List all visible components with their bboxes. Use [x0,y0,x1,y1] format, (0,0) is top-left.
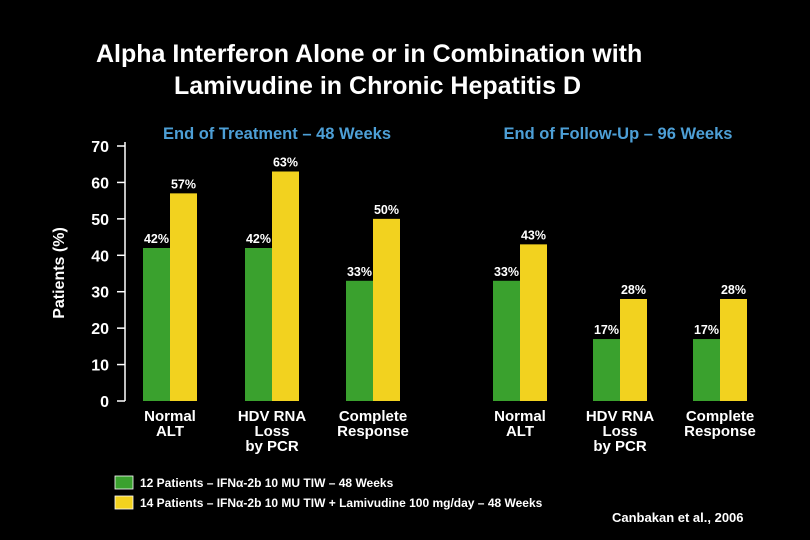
category-label: Complete [339,408,407,425]
y-tick-label: 20 [91,321,109,338]
title-line-1: Alpha Interferon Alone or in Combination… [96,40,643,68]
data-label: 33% [347,265,372,279]
legend-swatch [114,495,134,510]
bar-green [143,248,170,401]
source-citation: Canbakan et al., 2006 [612,510,744,525]
bar-yellow [520,244,547,401]
y-tick-label: 70 [91,139,109,156]
data-label: 28% [721,283,746,297]
data-label: 42% [144,232,169,246]
bar-yellow [373,218,400,401]
category-label: by PCR [593,438,647,455]
category-label: HDV RNA [586,408,655,425]
y-tick-label: 30 [91,285,109,302]
data-label: 28% [621,283,646,297]
y-tick-label: 10 [91,358,109,375]
bar-green [346,280,373,401]
data-label: 57% [171,177,196,191]
bar-green [593,339,620,401]
bar-yellow [272,171,299,401]
bar-green [493,280,520,401]
group-title: End of Follow-Up – 96 Weeks [504,125,733,143]
title-line-2: Lamivudine in Chronic Hepatitis D [174,72,581,100]
group-title: End of Treatment – 48 Weeks [163,125,391,143]
legend-swatch [114,475,134,490]
bar-yellow [170,193,197,401]
category-label: HDV RNA [238,408,307,425]
category-label: Loss [254,423,289,440]
data-label: 43% [521,228,546,242]
data-label: 50% [374,203,399,217]
data-label: 33% [494,265,519,279]
bar-green [693,339,720,401]
y-tick-label: 0 [100,394,109,411]
data-label: 17% [594,323,619,337]
category-label: ALT [506,423,534,440]
category-label: ALT [156,423,184,440]
bar-yellow [720,299,747,401]
legend-label: 14 Patients – IFNα-2b 10 MU TIW + Lamivu… [140,496,543,510]
y-tick-label: 50 [91,212,109,229]
category-label: Response [684,423,756,440]
bar-yellow [620,299,647,401]
y-tick-label: 60 [91,175,109,192]
category-label: Normal [494,408,546,425]
y-tick-label: 40 [91,248,109,265]
data-label: 42% [246,232,271,246]
bar-green [245,248,272,401]
category-label: Complete [686,408,754,425]
y-axis-title: Patients (%) [51,227,68,319]
data-label: 17% [694,323,719,337]
category-label: Response [337,423,409,440]
category-label: Loss [602,423,637,440]
data-label: 63% [273,156,298,170]
chart-title: Alpha Interferon Alone or in Combination… [96,38,756,102]
legend-label: 12 Patients – IFNα-2b 10 MU TIW – 48 Wee… [140,476,394,490]
category-label: by PCR [245,438,299,455]
category-label: Normal [144,408,196,425]
